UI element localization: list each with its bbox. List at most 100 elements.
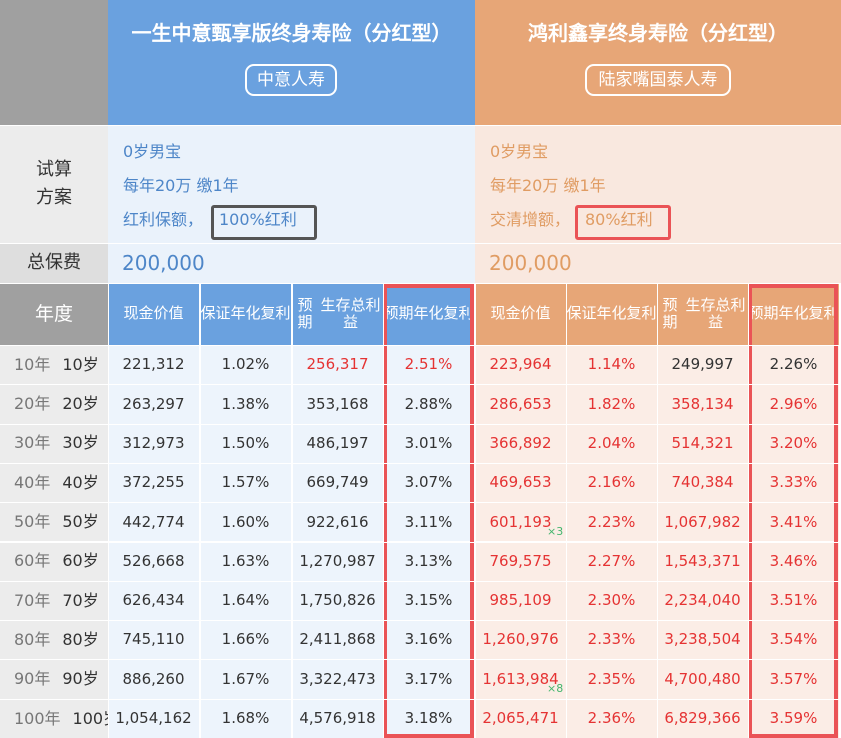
- right-cell-2-2: 514,321: [657, 423, 748, 463]
- right-cell-8-1: 2.35%: [566, 659, 657, 699]
- right-cell-4-0: 601,193: [475, 502, 566, 542]
- row-label-1: 20年 20岁: [0, 384, 108, 424]
- right-header-3-line-2: 年化复利: [778, 304, 839, 323]
- right-cell-7-3: 3.54%: [748, 620, 839, 660]
- left-header-1-line-2: 年化复利: [230, 304, 291, 323]
- left-cell-9-2: 4,576,918: [292, 698, 383, 738]
- left-cell-9-3: 3.18%: [383, 698, 474, 738]
- left-cell-0-2: 256,317: [292, 345, 383, 385]
- right-cell-6-2: 2,234,040: [657, 580, 748, 621]
- right-cell-8-0: 1,613,984: [475, 659, 566, 699]
- right-cell-2-1: 2.04%: [566, 423, 657, 463]
- left-cell-5-2: 1,270,987: [292, 541, 383, 581]
- right-header-1-line-1: 保证: [566, 304, 597, 323]
- plan-label-line-1: 试算: [36, 159, 72, 181]
- left-cell-2-2: 486,197: [292, 423, 383, 463]
- row-year-8: 90年: [14, 669, 51, 689]
- product-header-left: 一生中意甄享版终身寿险（分红型） 中意人寿: [108, 0, 475, 125]
- left-cell-3-0: 372,255: [108, 462, 199, 503]
- left-cell-0-1: 1.02%: [200, 345, 291, 385]
- row-year-6: 70年: [14, 590, 51, 610]
- right-cell-0-3: 2.26%: [748, 345, 839, 385]
- product-title-right: 鸿利鑫享终身寿险（分红型）: [528, 21, 788, 45]
- row-label-5: 60年 60岁: [0, 541, 108, 581]
- left-cell-2-3: 3.01%: [383, 423, 474, 463]
- left-cell-2-1: 1.50%: [200, 423, 291, 463]
- right-header-0: 现金价值: [475, 283, 566, 345]
- right-cell-3-3: 3.33%: [748, 462, 839, 503]
- right-cell-7-2: 3,238,504: [657, 620, 748, 660]
- right-cell-1-3: 2.96%: [748, 384, 839, 424]
- plan-left-line-3-prefix: 红利保额，: [123, 210, 204, 229]
- left-cell-4-2: 922,616: [292, 502, 383, 542]
- plan-right-line-1: 0岁男宝: [490, 142, 549, 161]
- right-cell-8-2: 4,700,480: [657, 659, 748, 699]
- row-label-4: 50年 50岁: [0, 502, 108, 542]
- left-cell-4-3: 3.11%: [383, 502, 474, 542]
- plan-right-line-2: 每年20万 缴1年: [490, 176, 606, 195]
- left-cell-3-3: 3.07%: [383, 462, 474, 503]
- right-cell-5-3: 3.46%: [748, 541, 839, 581]
- plan-left-line-2: 每年20万 缴1年: [123, 176, 239, 195]
- left-cell-7-0: 745,110: [108, 620, 199, 660]
- left-header-2-line-1: 预期: [297, 295, 313, 331]
- plan-right-line-3-prefix: 交清增额，: [490, 210, 571, 229]
- right-cell-9-1: 2.36%: [566, 698, 657, 738]
- left-cell-0-3: 2.51%: [383, 345, 474, 385]
- company-badge-right: 陆家嘴国泰人寿: [585, 64, 731, 96]
- year-column-header: 年度: [0, 283, 108, 345]
- right-cell-2-3: 3.20%: [748, 423, 839, 463]
- row-label-3: 40年 40岁: [0, 462, 108, 503]
- left-cell-5-3: 3.13%: [383, 541, 474, 581]
- right-cell-5-0: 769,575: [475, 541, 566, 581]
- row-age-9: 100岁: [72, 708, 108, 728]
- plan-cell-right: 0岁男宝 每年20万 缴1年 交清增额， 80%红利: [475, 125, 841, 243]
- right-header-3-line-1: 预期: [748, 304, 779, 323]
- row-label-8: 90年 90岁: [0, 659, 108, 699]
- right-header-1: 保证 年化复利: [566, 283, 657, 345]
- right-cell-4-3: 3.41%: [748, 502, 839, 542]
- right-cell-1-2: 358,134: [657, 384, 748, 424]
- left-header-3-line-1: 预期: [383, 304, 414, 323]
- row-year-3: 40年: [14, 472, 51, 492]
- right-cell-3-2: 740,384: [657, 462, 748, 503]
- row-year-4: 50年: [14, 512, 51, 532]
- row-label-9: 100年 100岁: [0, 698, 108, 738]
- row-year-9: 100年: [14, 708, 61, 728]
- left-cell-8-2: 3,322,473: [292, 659, 383, 699]
- right-cell-9-3: 3.59%: [748, 698, 839, 738]
- row-age-4: 50岁: [62, 512, 99, 532]
- right-cell-5-1: 2.27%: [566, 541, 657, 581]
- plan-left-line-1: 0岁男宝: [123, 142, 182, 161]
- left-cell-6-3: 3.15%: [383, 580, 474, 621]
- row-label-7: 80年 80岁: [0, 620, 108, 660]
- row-age-1: 20岁: [62, 394, 99, 414]
- left-cell-1-2: 353,168: [292, 384, 383, 424]
- right-cell-7-0: 1,260,976: [475, 620, 566, 660]
- left-cell-1-0: 263,297: [108, 384, 199, 424]
- product-header-right: 鸿利鑫享终身寿险（分红型） 陆家嘴国泰人寿: [475, 0, 841, 125]
- left-header-0-line-1: 现金价值: [123, 304, 184, 323]
- right-header-2-line-2: 生存总利益: [685, 295, 746, 331]
- row-age-6: 70岁: [62, 590, 99, 610]
- left-cell-1-3: 2.88%: [383, 384, 474, 424]
- right-cell-4-1: 2.23%: [566, 502, 657, 542]
- left-cell-4-1: 1.60%: [200, 502, 291, 542]
- plan-cell-left: 0岁男宝 每年20万 缴1年 红利保额， 100%红利: [108, 125, 475, 243]
- total-premium-left: 200,000: [108, 243, 475, 283]
- row-age-0: 10岁: [62, 354, 99, 374]
- right-header-3: 预期 年化复利: [748, 283, 839, 345]
- right-cell-1-0: 286,653: [475, 384, 566, 424]
- left-cell-1-1: 1.38%: [200, 384, 291, 424]
- left-cell-9-0: 1,054,162: [108, 698, 199, 738]
- total-premium-right: 200,000: [475, 243, 841, 283]
- row-year-7: 80年: [14, 629, 51, 649]
- right-cell-0-1: 1.14%: [566, 345, 657, 385]
- left-cell-6-0: 626,434: [108, 580, 199, 621]
- right-cell-9-2: 6,829,366: [657, 698, 748, 738]
- right-cell-0-0: 223,964: [475, 345, 566, 385]
- row-age-5: 60岁: [62, 551, 99, 571]
- right-header-1-line-2: 年化复利: [596, 304, 657, 323]
- left-cell-8-0: 886,260: [108, 659, 199, 699]
